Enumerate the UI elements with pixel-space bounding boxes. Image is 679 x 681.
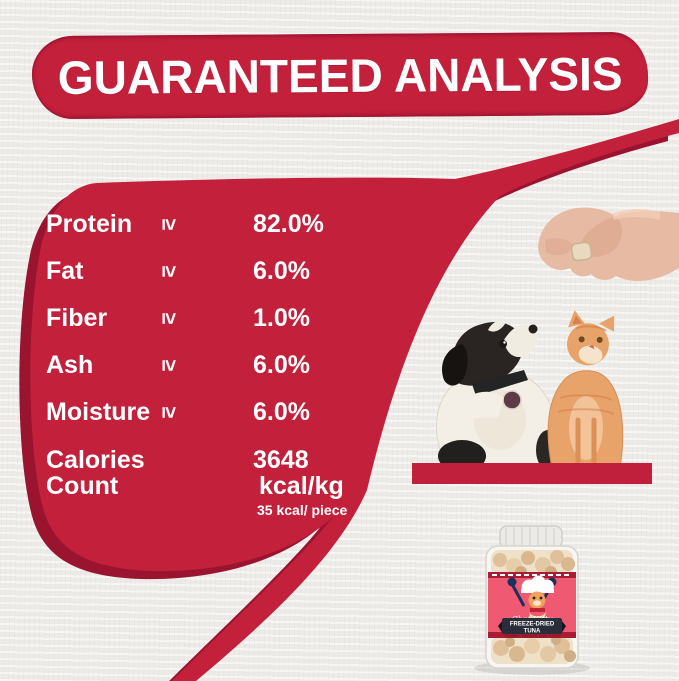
row-value: 1.0% — [253, 304, 310, 332]
calories-value: 3648 kcal/kg — [253, 446, 344, 500]
red-swoosh-main — [30, 119, 679, 681]
page-title: GUARANTEED ANALYSIS — [57, 47, 623, 104]
jar-ribbon-line1: FREEZE-DRIED — [510, 622, 555, 628]
jar-subtitle: YUMMY TREATS FOR CATS — [504, 634, 560, 639]
calories-per-piece-note: 35 kcal/ piece — [257, 502, 348, 518]
banner: GUARANTEED ANALYSIS — [31, 31, 649, 120]
row-value: 6.0% — [253, 257, 310, 285]
row-label: Protein — [46, 210, 133, 238]
row-value: 82.0% — [253, 210, 324, 238]
row-label: Fiber — [46, 304, 108, 332]
row-value: 6.0% — [253, 351, 310, 379]
row-label: Fat — [46, 257, 84, 285]
calories-label: Calories Count — [46, 446, 145, 500]
guaranteed-analysis-table: Protein ≥ 82.0% Fat ≥ 6.0% Fiber ≥ 1.0% … — [46, 212, 324, 447]
red-platform-bar — [412, 463, 652, 484]
jar-ribbon-line2: TUNA — [524, 629, 541, 635]
row-label: Moisture — [46, 398, 151, 426]
row-label: Ash — [46, 351, 94, 379]
row-value: 6.0% — [253, 398, 310, 426]
